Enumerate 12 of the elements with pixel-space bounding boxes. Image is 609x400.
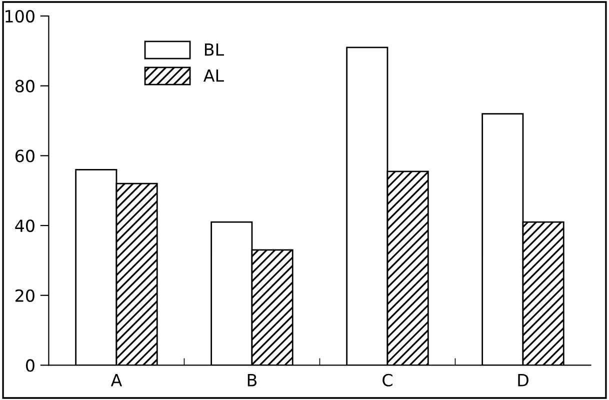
- x-tick-label: C: [382, 374, 392, 386]
- y-tick-label: 100: [6, 10, 34, 23]
- y-tick-label: 40: [15, 219, 34, 232]
- x-tick-label: B: [248, 374, 257, 386]
- legend-label: BL: [204, 43, 224, 56]
- y-tick-label: 20: [16, 289, 34, 302]
- x-tick-label: A: [110, 374, 122, 386]
- legend-label: AL: [203, 69, 224, 82]
- y-tick-label: 0: [26, 359, 34, 372]
- y-tick-label: 80: [15, 80, 34, 92]
- x-tick-label: D: [518, 374, 528, 386]
- y-tick-label: 60: [15, 150, 34, 162]
